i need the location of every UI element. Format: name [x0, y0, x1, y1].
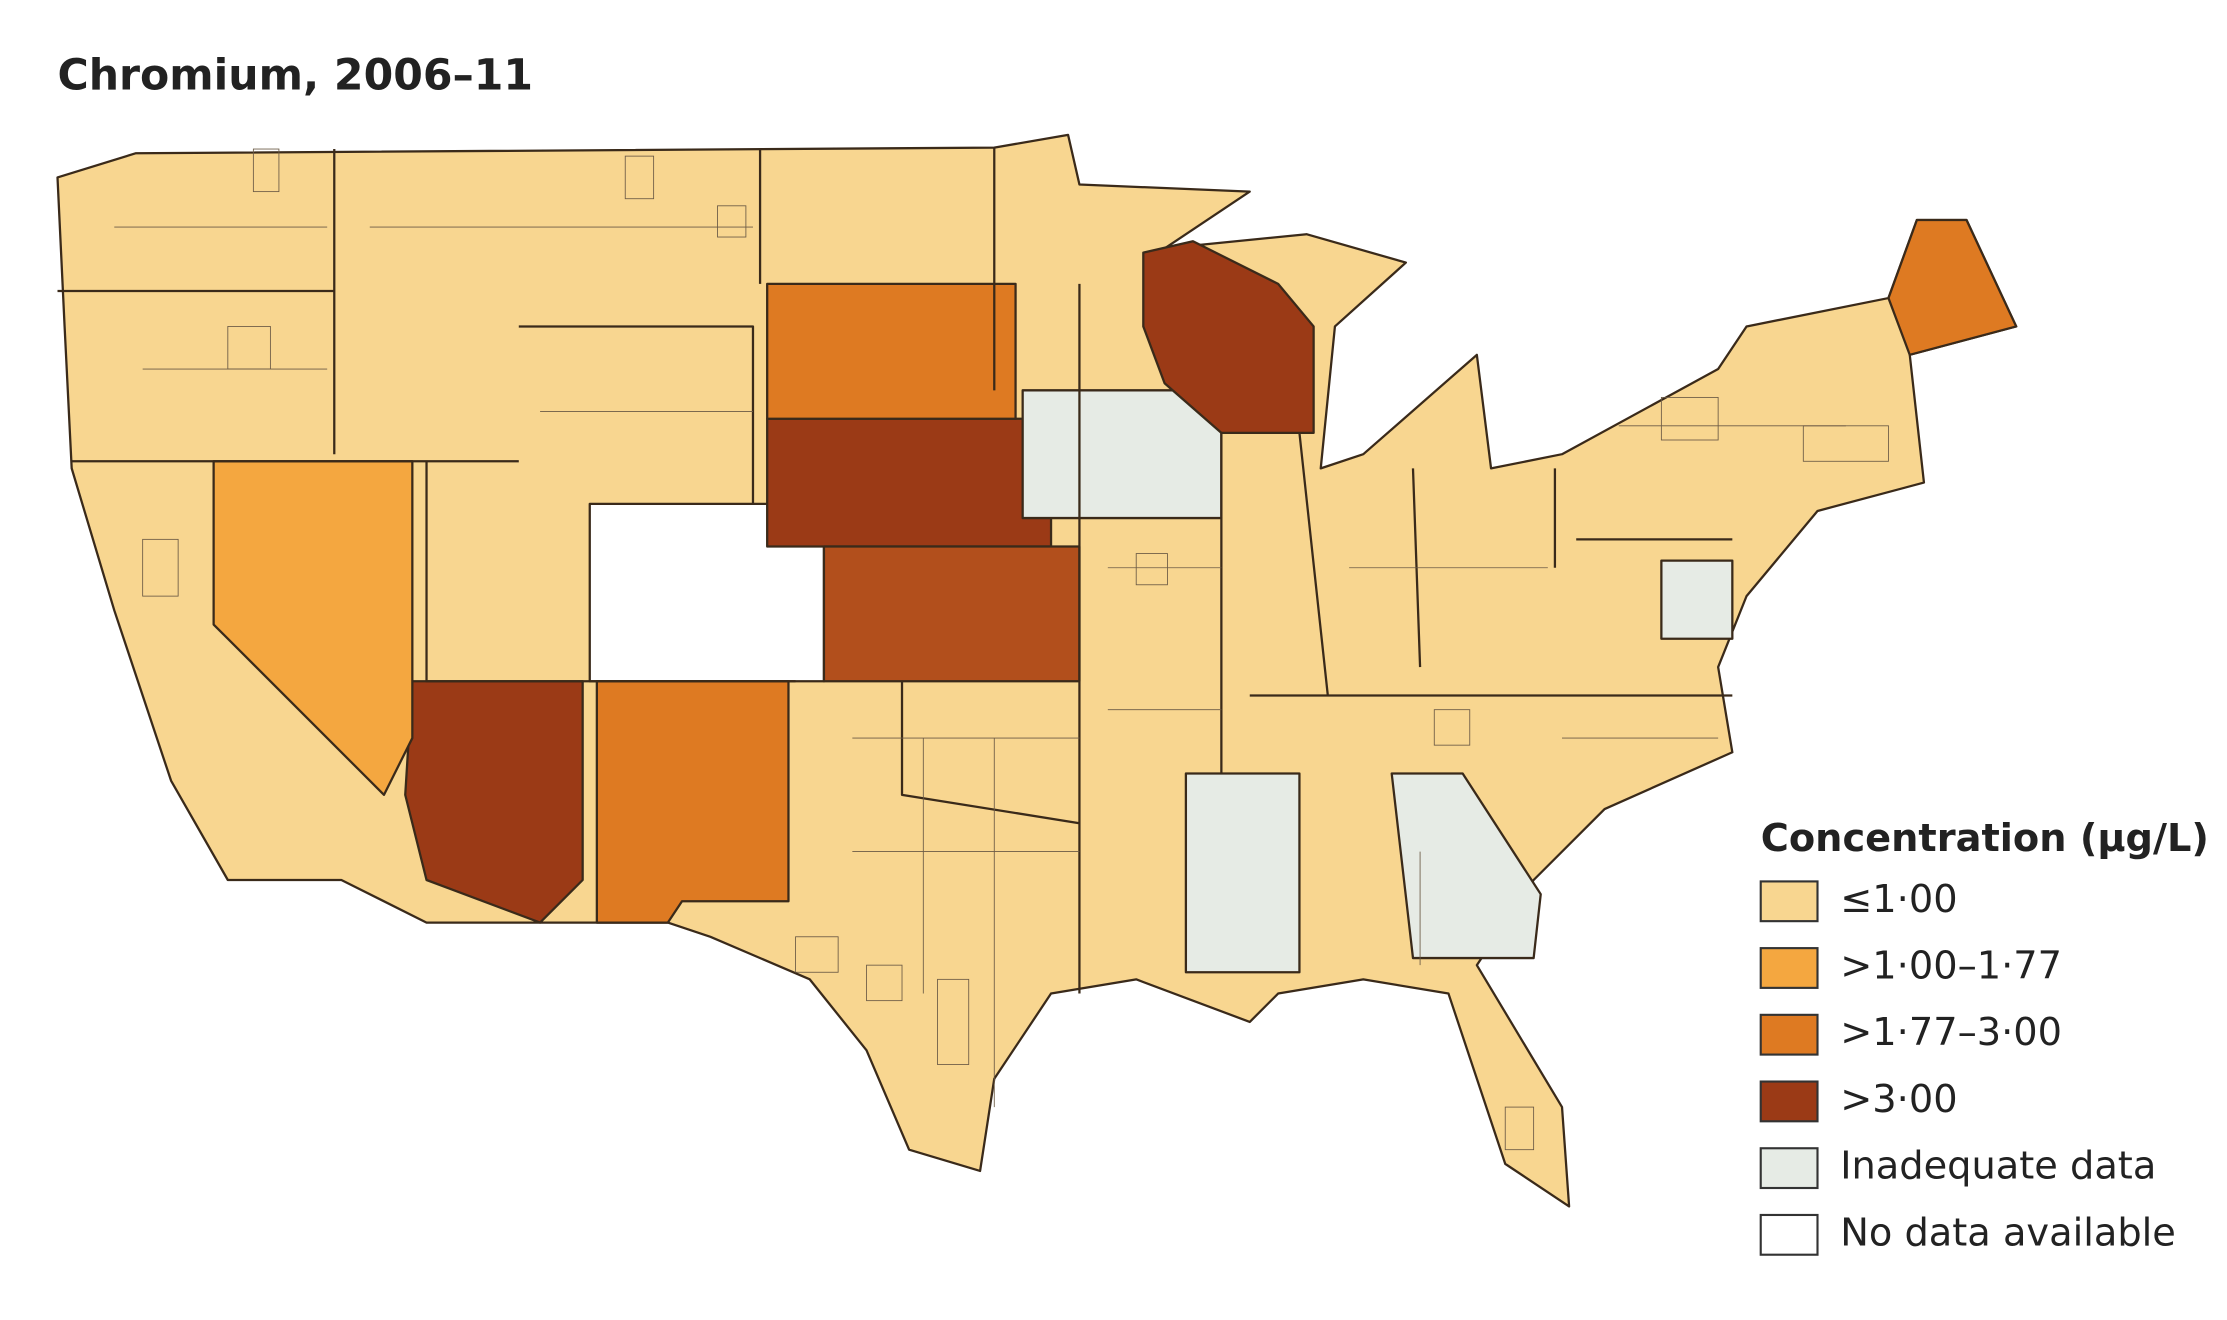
georgia-region — [1390, 772, 1542, 960]
legend-title: Concentration (µg/L) — [1761, 816, 2209, 861]
legend-label: ≤1·00 — [1840, 877, 1957, 922]
mississippi-region — [1184, 772, 1301, 974]
legend-swatch — [1759, 1147, 1819, 1190]
legend-label: >1·77–3·00 — [1840, 1010, 2062, 1055]
maryland-region — [1660, 559, 1734, 640]
legend: Concentration (µg/L) ≤1·00 >1·00–1·77 >1·7… — [1759, 816, 2209, 1256]
legend-swatch — [1759, 880, 1819, 923]
map-title: Chromium, 2006–11 — [58, 51, 534, 101]
legend-label: >1·00–1·77 — [1840, 944, 2062, 989]
south-dakota-region — [766, 282, 1017, 420]
us-map — [56, 133, 2018, 1208]
county-highlights — [142, 148, 1889, 1151]
legend-label: >3·00 — [1840, 1077, 1957, 1122]
iowa-region — [1021, 389, 1223, 520]
nebraska-region — [766, 417, 1053, 548]
legend-label: No data available — [1840, 1210, 2176, 1255]
kansas-region — [822, 545, 1081, 683]
legend-swatch — [1759, 1213, 1819, 1256]
legend-swatch — [1759, 1013, 1819, 1056]
maine-region — [1887, 218, 2018, 356]
legend-swatch — [1759, 947, 1819, 989]
wisconsin-region — [1142, 240, 1315, 435]
new-mexico-region — [595, 680, 790, 924]
legend-label: Inadequate data — [1840, 1144, 2156, 1189]
legend-swatch — [1759, 1080, 1819, 1123]
